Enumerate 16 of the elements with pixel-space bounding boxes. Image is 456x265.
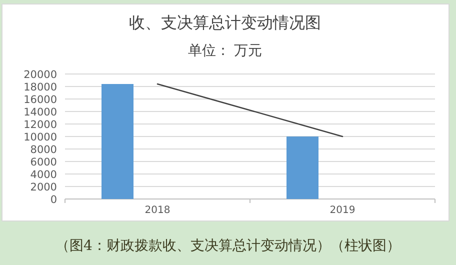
y-tick-label: 4000 xyxy=(30,169,57,181)
y-tick-label: 10000 xyxy=(24,132,57,144)
y-tick-label: 6000 xyxy=(30,156,57,168)
y-tick-label: 12000 xyxy=(24,119,57,131)
x-tick-label: 2019 xyxy=(330,205,356,216)
x-tick-label: 2018 xyxy=(144,205,170,216)
y-tick-label: 0 xyxy=(50,194,57,206)
chart-title: 收、支决算总计变动情况图 xyxy=(129,13,321,32)
text: （图4：财政拨款收、支决算总计变动情况）（柱状图） xyxy=(56,238,400,254)
y-tick-label: 16000 xyxy=(24,94,57,106)
chart-subtitle: 单位： 万元 xyxy=(188,43,262,59)
y-tick-label: 14000 xyxy=(24,106,57,118)
y-tick-label: 2000 xyxy=(30,182,57,194)
y-tick-label: 18000 xyxy=(24,82,57,94)
y-tick-label: 8000 xyxy=(30,144,57,156)
y-tick-label: 20000 xyxy=(24,69,57,81)
